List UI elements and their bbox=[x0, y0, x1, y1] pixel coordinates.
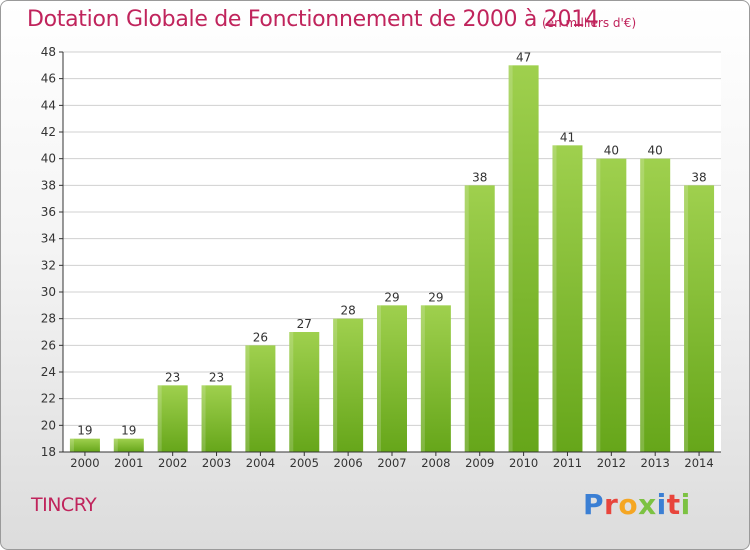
bar bbox=[640, 158, 671, 452]
data-label: 38 bbox=[472, 170, 487, 184]
logo-letter: i bbox=[680, 488, 691, 521]
bar bbox=[201, 385, 232, 452]
logo-letter: r bbox=[604, 488, 619, 521]
data-label: 19 bbox=[121, 424, 136, 438]
y-tick-label: 36 bbox=[41, 205, 56, 219]
data-label: 29 bbox=[428, 290, 443, 304]
y-tick-label: 38 bbox=[41, 178, 56, 192]
data-label: 28 bbox=[340, 304, 355, 318]
bar bbox=[289, 332, 320, 452]
bar-highlight bbox=[113, 438, 118, 452]
x-tick-label: 2005 bbox=[290, 456, 319, 470]
bar bbox=[113, 438, 144, 452]
bar-highlight bbox=[157, 385, 162, 452]
data-label: 29 bbox=[384, 290, 399, 304]
chart-title: Dotation Globale de Fonctionnement de 20… bbox=[27, 7, 599, 32]
bar-highlight bbox=[508, 65, 513, 452]
bar bbox=[420, 305, 451, 452]
commune-name: TINCRY bbox=[31, 494, 97, 516]
x-tick-label: 2001 bbox=[114, 456, 143, 470]
bar-highlight bbox=[684, 185, 689, 453]
data-label: 38 bbox=[691, 170, 706, 184]
data-label: 23 bbox=[209, 370, 224, 384]
y-tick-label: 30 bbox=[41, 285, 56, 299]
x-tick-label: 2011 bbox=[553, 456, 582, 470]
bar-highlight bbox=[69, 438, 74, 452]
y-tick-label: 44 bbox=[41, 98, 56, 112]
bar bbox=[245, 345, 276, 452]
data-label: 23 bbox=[165, 370, 180, 384]
bar-highlight bbox=[289, 332, 294, 452]
y-tick-label: 32 bbox=[41, 258, 56, 272]
y-tick-label: 40 bbox=[41, 152, 56, 166]
logo-letter: t bbox=[666, 488, 681, 521]
chart-subtitle: (en milliers d'€) bbox=[542, 16, 637, 30]
proxiti-logo[interactable]: Proxiti bbox=[583, 488, 691, 521]
bar-highlight bbox=[552, 145, 557, 453]
y-tick-label: 20 bbox=[41, 418, 56, 432]
x-tick-label: 2007 bbox=[377, 456, 406, 470]
bar bbox=[69, 438, 100, 452]
data-label: 26 bbox=[253, 330, 268, 344]
bar-highlight bbox=[245, 345, 250, 452]
x-tick-label: 2003 bbox=[202, 456, 231, 470]
logo-letter: P bbox=[583, 488, 605, 521]
y-tick-label: 34 bbox=[41, 232, 56, 246]
x-tick-label: 2006 bbox=[333, 456, 362, 470]
data-label: 19 bbox=[77, 424, 92, 438]
bar-highlight bbox=[464, 185, 469, 453]
y-tick-label: 46 bbox=[41, 72, 56, 86]
y-tick-label: 28 bbox=[41, 312, 56, 326]
x-tick-label: 2008 bbox=[421, 456, 450, 470]
x-tick-label: 2002 bbox=[158, 456, 187, 470]
data-label: 40 bbox=[648, 144, 663, 158]
x-tick-label: 2014 bbox=[684, 456, 713, 470]
bar-highlight bbox=[333, 318, 338, 452]
bar bbox=[684, 185, 715, 453]
data-label: 41 bbox=[560, 130, 575, 144]
bar bbox=[333, 318, 364, 452]
bar bbox=[377, 305, 407, 452]
bar-highlight bbox=[596, 158, 601, 452]
y-tick-label: 26 bbox=[41, 338, 56, 352]
bar-highlight bbox=[201, 385, 206, 452]
bar-highlight bbox=[420, 305, 425, 452]
x-tick-label: 2000 bbox=[70, 456, 99, 470]
data-label: 40 bbox=[604, 144, 619, 158]
bar-highlight bbox=[377, 305, 381, 452]
y-tick-label: 22 bbox=[41, 392, 56, 406]
x-tick-label: 2010 bbox=[509, 456, 538, 470]
y-tick-label: 24 bbox=[41, 365, 56, 379]
bar bbox=[464, 185, 495, 453]
bar bbox=[596, 158, 627, 452]
data-label: 27 bbox=[297, 317, 312, 331]
bar bbox=[508, 65, 539, 452]
x-tick-label: 2004 bbox=[246, 456, 275, 470]
bar-highlight bbox=[640, 158, 645, 452]
x-tick-label: 2012 bbox=[597, 456, 626, 470]
logo-letter: i bbox=[656, 488, 667, 521]
y-tick-label: 42 bbox=[41, 125, 56, 139]
logo-letter: x bbox=[638, 488, 657, 521]
y-tick-label: 18 bbox=[41, 445, 56, 459]
x-tick-label: 2009 bbox=[465, 456, 494, 470]
bar bbox=[157, 385, 188, 452]
y-tick-label: 48 bbox=[41, 45, 56, 59]
x-tick-label: 2013 bbox=[641, 456, 670, 470]
bar bbox=[552, 145, 583, 453]
logo-letter: o bbox=[618, 488, 639, 521]
data-label: 47 bbox=[516, 50, 531, 64]
